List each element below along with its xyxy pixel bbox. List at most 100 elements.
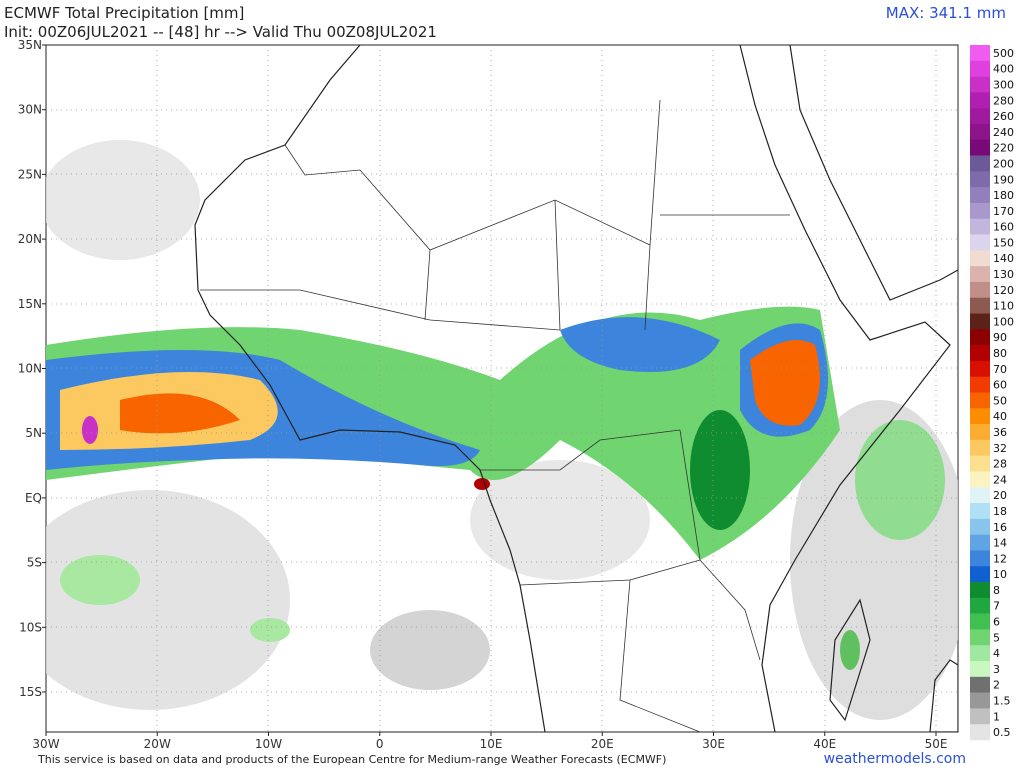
lat-label: 15N <box>18 297 42 311</box>
colorbar-label: 36 <box>993 426 1007 439</box>
lon-label: 0 <box>376 737 384 751</box>
colorbar-label: 300 <box>993 78 1014 91</box>
colorbar-label: 16 <box>993 521 1007 534</box>
colorbar-swatch <box>970 376 990 393</box>
coastline <box>194 45 546 732</box>
colorbar-swatch <box>970 234 990 251</box>
lon-label: 50E <box>925 737 948 751</box>
lat-label: 35N <box>18 38 42 52</box>
colorbar-label: 50 <box>993 394 1007 407</box>
colorbar-swatch <box>970 155 990 172</box>
colorbar-label: 260 <box>993 110 1014 123</box>
colorbar-label: 240 <box>993 126 1014 139</box>
lon-label: 30E <box>702 737 725 751</box>
colorbar-label: 4 <box>993 647 1000 660</box>
lat-label: 5N <box>25 426 42 440</box>
precip-field <box>46 45 958 732</box>
colorbar-swatch <box>970 408 990 425</box>
colorbar-swatch <box>970 676 990 693</box>
colorbar-label: 28 <box>993 458 1007 471</box>
colorbar-label: 18 <box>993 505 1007 518</box>
lat-label: 30N <box>18 103 42 117</box>
footer-credit: This service is based on data and produc… <box>37 753 666 766</box>
colorbar-swatch <box>970 250 990 267</box>
colorbar-label: 190 <box>993 173 1014 186</box>
colorbar-swatch <box>970 187 990 204</box>
colorbar-label: 100 <box>993 315 1014 328</box>
axes: 35N 30N 25N 20N 15N 10N 5N EQ 5S 10S 15S 30W 20W 10W 0… <box>18 38 948 751</box>
colorbar-label: 2 <box>993 679 1000 692</box>
colorbar-label: 170 <box>993 205 1014 218</box>
lon-label: 30W <box>32 737 59 751</box>
colorbar-label: 150 <box>993 236 1014 249</box>
colorbar-label: 80 <box>993 347 1007 360</box>
colorbar-label: 60 <box>993 379 1007 392</box>
colorbar-swatch <box>970 439 990 456</box>
colorbar-swatch <box>970 76 990 93</box>
colorbar-swatch <box>970 724 990 741</box>
colorbar-label: 7 <box>993 600 1000 613</box>
lat-label: 10S <box>19 620 42 634</box>
colorbar-swatch <box>970 123 990 141</box>
colorbar-swatch <box>970 345 990 362</box>
colorbar-swatch <box>970 360 990 378</box>
colorbar-swatch <box>970 518 990 535</box>
lat-label: 25N <box>18 167 42 181</box>
colorbar-swatch <box>970 60 990 77</box>
colorbar-label: 14 <box>993 537 1007 550</box>
colorbar-label: 500 <box>993 47 1014 60</box>
lon-label: 20W <box>144 737 171 751</box>
colorbar-label: 120 <box>993 284 1014 297</box>
colorbar-swatch <box>970 534 990 551</box>
colorbar-label: 3 <box>993 663 1000 676</box>
coastline <box>829 598 871 722</box>
colorbar-label: 0.5 <box>993 726 1011 739</box>
colorbar-label: 32 <box>993 442 1007 455</box>
colorbar-label: 5 <box>993 631 1000 644</box>
colorbar-swatch <box>970 550 990 567</box>
colorbar-label: 8 <box>993 584 1000 597</box>
colorbar-label: 12 <box>993 552 1007 565</box>
map-area: 35N 30N 25N 20N 15N 10N 5N EQ 5S 10S 15S 30W 20W 10W 0… <box>18 38 959 751</box>
colorbar-swatch <box>970 471 990 488</box>
lat-label: 15S <box>19 685 42 699</box>
colorbar-swatch <box>970 692 990 709</box>
max-value: MAX: 341.1 mm <box>886 4 1006 22</box>
colorbar-label: 280 <box>993 94 1014 107</box>
colorbar-swatch <box>970 708 990 725</box>
colorbar-swatch <box>970 202 990 220</box>
init-valid-line: Init: 00Z06JUL2021 -- [48] hr --> Valid … <box>4 23 437 41</box>
colorbar-label: 220 <box>993 142 1014 155</box>
colorbar-swatch <box>970 629 990 646</box>
colorbar-label: 1.5 <box>993 695 1011 708</box>
colorbar-swatch <box>970 45 990 62</box>
colorbar-swatch <box>970 108 990 125</box>
coastline <box>929 659 958 732</box>
colorbar-swatch <box>970 613 990 630</box>
coastline <box>739 45 951 732</box>
colorbar-swatch <box>970 266 990 283</box>
footer-site[interactable]: weathermodels.com <box>824 751 966 767</box>
lat-label: 10N <box>18 362 42 376</box>
colorbar-label: 6 <box>993 616 1000 629</box>
colorbar: 5004003002802602402202001901801701601501… <box>970 45 1014 741</box>
colorbar-swatch <box>970 503 990 520</box>
colorbar-swatch <box>970 645 990 662</box>
colorbar-label: 70 <box>993 363 1007 376</box>
colorbar-swatch <box>970 297 990 314</box>
colorbar-label: 10 <box>993 568 1007 581</box>
lat-label: 20N <box>18 232 42 246</box>
colorbar-label: 40 <box>993 410 1007 423</box>
colorbar-label: 110 <box>993 300 1014 313</box>
colorbar-label: 160 <box>993 221 1014 234</box>
graticule <box>46 45 958 732</box>
colorbar-swatch <box>970 139 990 156</box>
colorbar-swatch <box>970 566 990 583</box>
lat-label: 5S <box>27 556 42 570</box>
colorbar-label: 130 <box>993 268 1014 281</box>
colorbar-label: 20 <box>993 489 1007 502</box>
colorbar-swatch <box>970 218 990 235</box>
colorbar-swatch <box>970 455 990 472</box>
colorbar-swatch <box>970 392 990 409</box>
